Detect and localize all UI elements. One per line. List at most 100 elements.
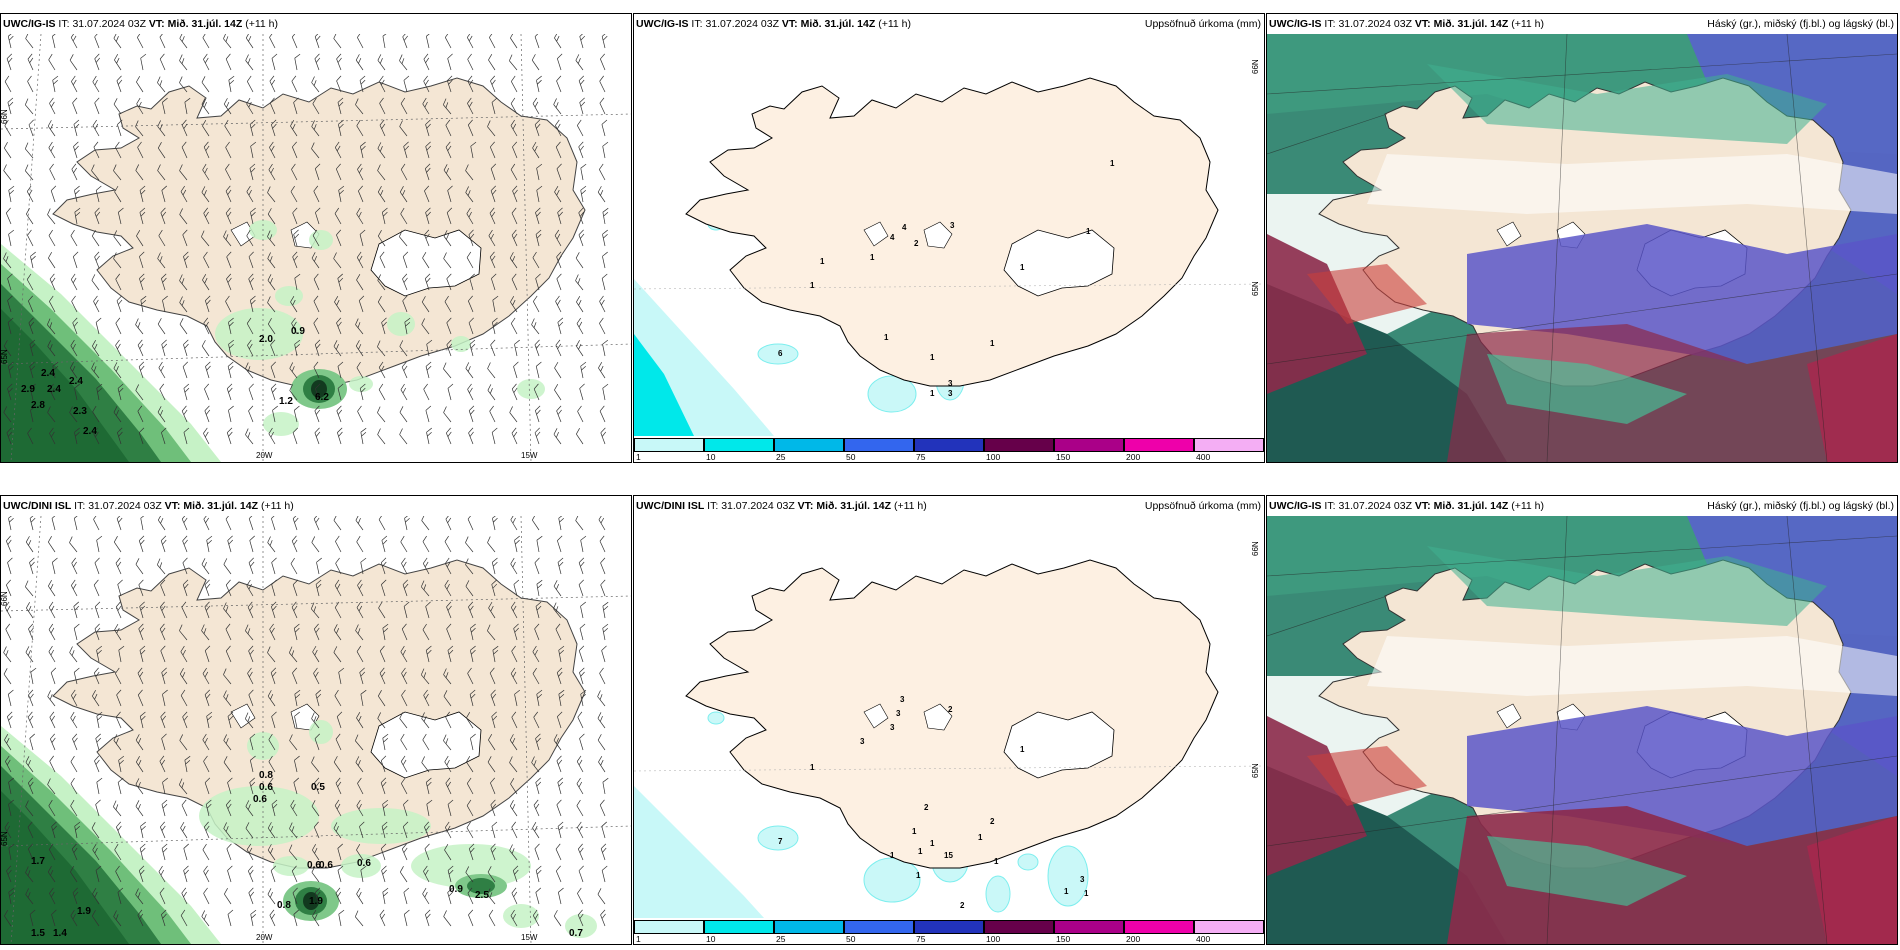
precip-map: 66N65N34432111116131111481 [634,34,1264,462]
iceland-landmass [685,559,1219,869]
value-label: 1 [994,857,999,866]
field-title: Háský (gr.), miðský (fj.bl.) og lágský (… [1707,18,1894,30]
value-label: 0.8 [259,770,273,781]
value-label: 1 [870,253,875,262]
precip-shading [215,220,545,436]
valid-time-label: VT: [797,500,814,512]
lat-label-top: 66N [1251,59,1260,74]
value-label: 4 [890,233,895,242]
init-time-label: IT: [707,500,719,512]
lon-label-left: 20W [256,933,273,942]
value-label: 2.3 [73,406,87,417]
colorbar-swatch [774,438,844,452]
colorbar-swatch [634,920,704,934]
panel-header: UWC/DINI ISL IT: 31.07.2024 03Z VT: Mið.… [1,496,631,516]
colorbar-swatch [774,920,844,934]
colorbar-tick: 1 [636,934,641,944]
init-time-label: IT: [58,18,70,30]
valid-time-label: VT: [1414,500,1431,512]
value-label: 0.6 [357,858,371,869]
value-label: 6.2 [315,392,329,403]
value-label: 2.9 [21,384,35,395]
value-label: 1 [884,333,889,342]
colorbar-swatch [914,920,984,934]
field-title: Uppsöfnuð úrkoma (mm) [1144,500,1261,512]
lon-label-left: 20W [256,451,273,460]
hofsjokull-glacier [923,703,953,731]
value-labels: 34432111116131111481 [778,159,1115,398]
colorbar-tick: 1 [636,452,641,462]
value-label: 0.6 [259,782,273,793]
precip-map-panel-dini: UWC/DINI ISL IT: 31.07.2024 03Z VT: Mið.… [633,495,1265,945]
value-label: 0.6 [307,860,321,871]
value-label: 1 [930,389,935,398]
colorbar-tick: 100 [986,934,1001,944]
value-label: 1 [912,827,917,836]
lat-label-bottom: 65N [1251,281,1260,296]
value-label: 2.5 [475,890,489,901]
colorbar-tick: 150 [1056,934,1071,944]
axis-labels: 66N 65N 20W 15W [1,591,538,942]
value-label: 3 [900,695,905,704]
value-label: 1 [1064,887,1069,896]
cloud-overlay [1307,546,1897,944]
axis-labels: 66N 65N 20W 15W [1,109,538,460]
init-time-label: IT: [691,18,703,30]
field-title: Háský (gr.), miðský (fj.bl.) og lágský (… [1707,500,1894,512]
init-time: 31.07.2024 03Z [721,500,795,512]
lat-label-bottom: 65N [1,349,9,364]
axis-labels: 66N 65N [1251,59,1260,296]
colorbar-swatch [914,438,984,452]
value-label: 1 [930,353,935,362]
value-label: 2.4 [47,384,61,395]
wind-map-panel-dini: UWC/DINI ISL IT: 31.07.2024 03Z VT: Mið.… [0,495,632,945]
wind-map: 66N 65N 20W 15W 0.8 0.6 0.6 0.5 0.6 0.6 0.6 1.9 0.8 0… [1,516,631,944]
value-label: 1 [1086,227,1091,236]
colorbar-tick: 25 [776,452,786,462]
init-time-label: IT: [74,500,86,512]
value-label: 4 [902,223,907,232]
iceland-landmass [685,77,1219,387]
lat-label-top: 66N [1,109,9,124]
value-label: 1.9 [309,896,323,907]
valid-time: Mið. 31.júl. 14Z [816,500,892,512]
precip-map-panel-ig: UWC/IG-IS IT: 31.07.2024 03Z VT: Mið. 31… [633,13,1265,463]
lead-time: (+11 h) [245,18,278,30]
value-label: 3 [896,709,901,718]
lat-label-bottom: 65N [1251,763,1260,778]
lead-time: (+11 h) [260,500,294,512]
cloud-map [1267,516,1897,944]
valid-time: Mið. 31.júl. 14Z [1433,18,1509,30]
valid-time-label: VT: [1414,18,1431,30]
value-label: 1 [918,847,923,856]
model-source: UWC/DINI ISL [3,500,72,512]
vatnajokull-glacier [1003,229,1115,297]
vatnajokull-glacier [1003,711,1115,779]
value-label: 1.5 [31,928,45,939]
colorbar-swatch [1124,438,1194,452]
init-time-label: IT: [1324,500,1336,512]
langjokull-glacier [1496,703,1522,729]
value-label: 1 [1020,745,1025,754]
init-time: 31.07.2024 03Z [705,18,779,30]
langjokull-glacier [1496,221,1522,247]
wind-barbs [3,516,609,927]
colorbar-swatch [984,438,1054,452]
value-label: 1 [810,763,815,772]
field-title: Uppsöfnuð úrkoma (mm) [1144,18,1261,30]
value-label: 0.7 [569,928,583,939]
value-labels: 0.92.06.21.22.42.9 2.42.42.82.32.4 [21,326,329,437]
colorbar-tick: 400 [1196,934,1211,944]
graticule [1267,34,1897,462]
value-label: 2 [990,817,995,826]
langjokull-glacier [863,221,889,247]
valid-time-label: VT: [781,18,798,30]
lead-time: (+11 h) [893,500,927,512]
model-source: UWC/IG-IS [636,18,689,30]
value-label: 3 [948,389,953,398]
wind-map: 66N 65N 20W 15W 0.9 2.0 6.2 1.2 2.4 2.9 2.4 2.4 2.8 2… [1,34,631,462]
value-label: 0.5 [311,782,325,793]
value-label: 0.9 [291,326,305,337]
lat-label-top: 66N [1,591,9,606]
